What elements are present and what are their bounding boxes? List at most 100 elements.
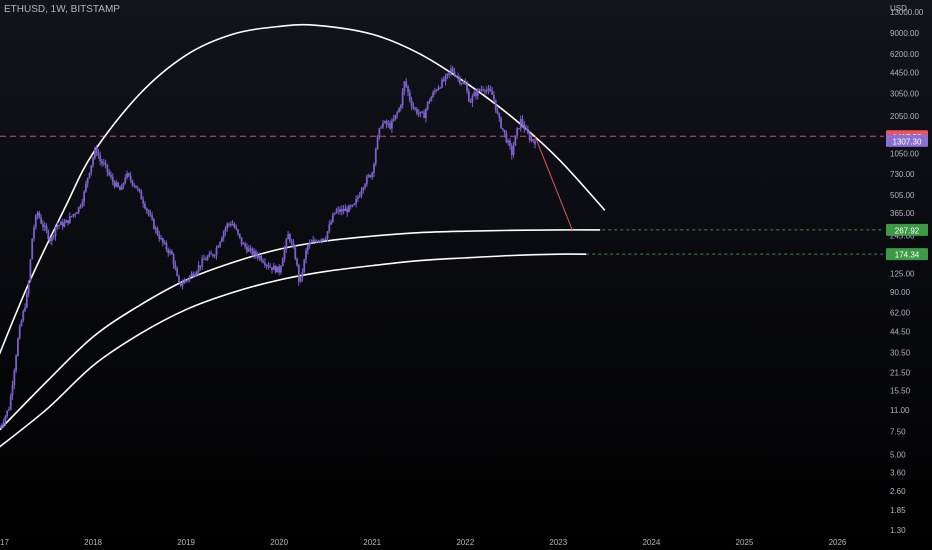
y-tick-label: 245.00: [890, 231, 915, 240]
candle-body: [167, 249, 170, 254]
candle-body: [455, 76, 458, 78]
candle-body: [76, 212, 78, 214]
candle-body: [322, 238, 325, 240]
y-tick-label: 2050.00: [890, 112, 919, 121]
candle-body: [256, 255, 259, 258]
candle-body: [131, 180, 134, 185]
candle-body: [509, 140, 511, 146]
candle-body: [160, 238, 162, 240]
candle-body: [408, 92, 411, 101]
candle-body: [176, 268, 179, 277]
candle-body: [152, 219, 155, 230]
candle-body: [253, 251, 256, 255]
y-tick-label: 11.00: [890, 406, 910, 415]
y-tick-label: 3.60: [890, 469, 906, 478]
candle-body: [135, 185, 137, 188]
candles: [0, 65, 536, 430]
candle-body: [86, 177, 89, 184]
candle-body: [335, 210, 338, 213]
candle-body: [530, 139, 533, 141]
y-tick-label: 365.00: [890, 209, 915, 218]
candle-body: [385, 121, 388, 125]
candle-body: [31, 238, 34, 260]
candle-body: [492, 94, 495, 100]
candle-body: [210, 253, 213, 255]
candle-body: [437, 87, 440, 91]
candle-body: [136, 187, 139, 189]
candle-body: [9, 395, 12, 410]
candle-body: [56, 225, 59, 228]
candle-body: [13, 370, 16, 385]
x-tick-label: 2024: [642, 538, 660, 547]
y-tick-label: 15.50: [890, 387, 911, 396]
candle-body: [328, 224, 331, 232]
candle-body: [314, 240, 316, 242]
candle-body: [262, 260, 264, 263]
y-tick-label: 730.00: [890, 170, 915, 179]
candle-body: [15, 355, 18, 371]
candle-body: [383, 121, 386, 123]
candle-body: [129, 175, 132, 181]
candle-body: [213, 255, 216, 257]
candle-body: [296, 258, 298, 266]
candle-body: [104, 162, 107, 165]
candle-body: [462, 82, 465, 84]
x-tick-label: 2022: [456, 538, 474, 547]
lower-arc: [0, 253, 587, 448]
candle-body: [378, 128, 381, 136]
candle-body: [118, 186, 121, 191]
candle-body: [199, 265, 202, 267]
candle-body: [124, 177, 127, 184]
candle-body: [90, 165, 93, 173]
y-tick-label: 13000.00: [890, 8, 924, 17]
price-badge-label: 1307.30: [893, 137, 922, 146]
candle-body: [428, 101, 431, 103]
candle-body: [74, 213, 77, 215]
price-badge-purple: [886, 134, 928, 147]
candle-body: [246, 246, 248, 252]
candle-body: [362, 187, 365, 191]
x-tick-label: 2018: [84, 538, 102, 547]
candle-body: [349, 205, 352, 207]
candle-body: [260, 256, 263, 261]
candle-body: [514, 135, 517, 146]
candle-body: [510, 145, 513, 155]
candle-body: [421, 111, 424, 113]
candle-body: [389, 123, 392, 129]
candle-body: [376, 135, 379, 150]
candle-body: [212, 254, 214, 257]
candle-body: [127, 173, 130, 176]
candle-body: [324, 238, 327, 240]
candle-body: [195, 271, 198, 275]
candle-body: [149, 213, 152, 216]
candle-body: [84, 183, 87, 192]
candle-body: [496, 110, 499, 114]
candle-body: [52, 236, 55, 238]
candle-body: [412, 105, 415, 109]
candle-body: [297, 265, 300, 282]
candle-body: [339, 209, 341, 212]
candle-body: [310, 242, 313, 244]
y-tick-label: 3050.00: [890, 90, 919, 99]
candle-body: [494, 99, 497, 111]
candle-body: [460, 82, 463, 84]
candle-body: [178, 276, 180, 283]
candle-body: [151, 215, 154, 220]
candle-body: [110, 174, 112, 177]
candle-body: [294, 247, 297, 259]
y-tick-label: 1050.00: [890, 150, 919, 159]
candle-body: [475, 92, 477, 96]
candle-body: [317, 240, 320, 243]
y-tick-label: 62.00: [890, 309, 911, 318]
candle-body: [72, 214, 75, 217]
projection-line: [534, 136, 573, 231]
candle-body: [206, 256, 209, 260]
candle-body: [147, 210, 150, 214]
candle-body: [228, 223, 230, 225]
y-tick-label: 7.50: [890, 427, 906, 436]
candle-body: [319, 240, 322, 242]
candle-body: [446, 73, 449, 76]
x-tick-label: 2017: [0, 538, 9, 547]
